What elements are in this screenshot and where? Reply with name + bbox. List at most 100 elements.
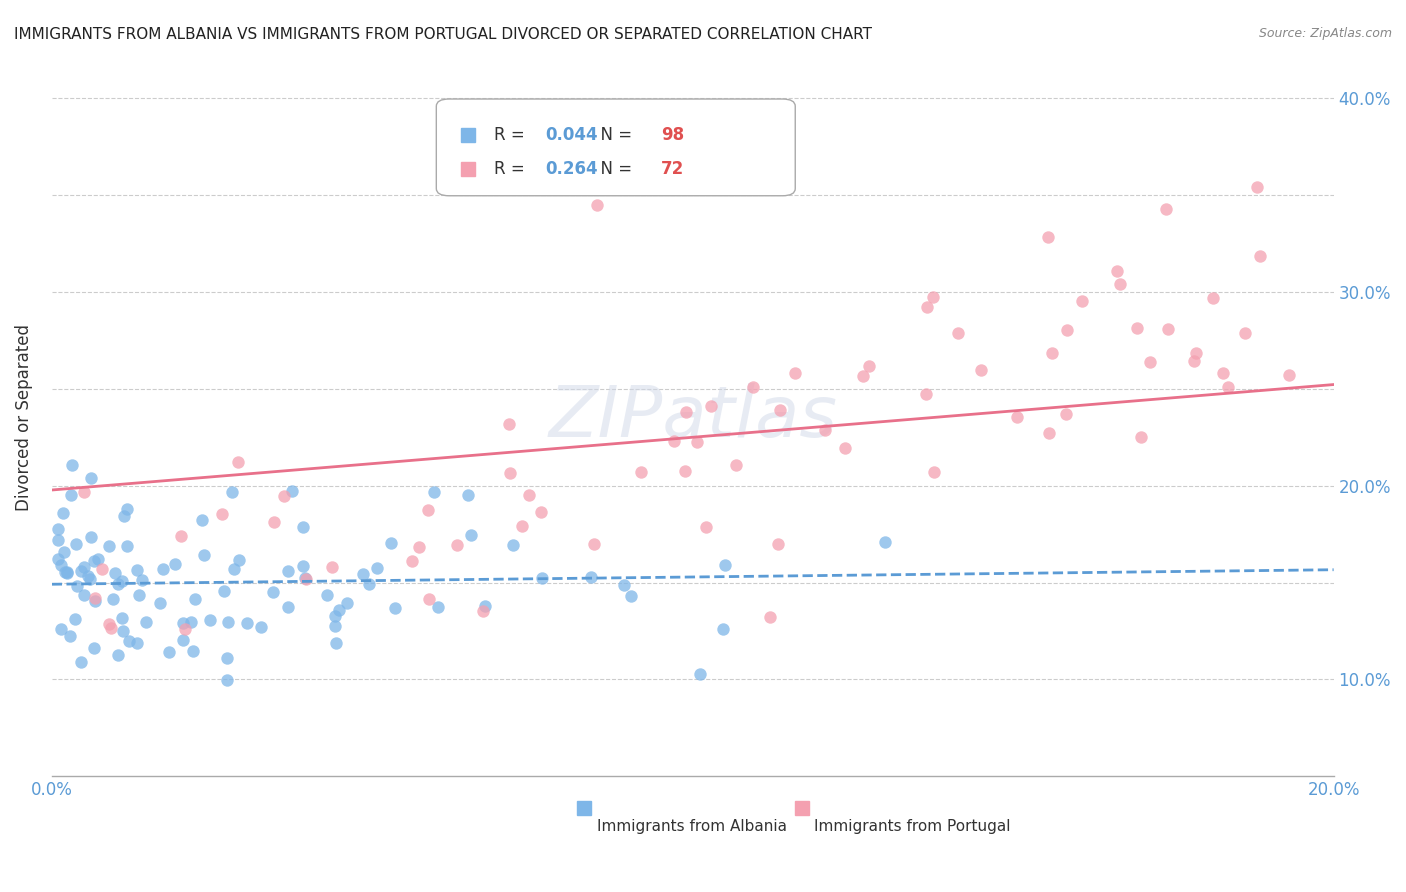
Point [1278,368,1301,383]
Text: 0.044: 0.044 [546,126,598,144]
Point [117,501,139,516]
Point [198,613,221,627]
Point [758,609,780,624]
Text: N =: N = [591,126,637,144]
Point [262,585,284,599]
Point [291,559,314,574]
Point [408,541,430,555]
Point [273,489,295,503]
Point [55,566,77,580]
Point [170,529,193,543]
Point [948,326,970,341]
Point [128,588,150,602]
Point [221,485,243,500]
Point [83,554,105,568]
Point [86,552,108,566]
Point [83,640,105,655]
Point [131,573,153,587]
Point [127,563,149,577]
Point [66,579,89,593]
Point [83,593,105,607]
Point [423,484,446,499]
Text: Immigrants from Portugal: Immigrants from Portugal [814,819,1011,834]
Point [686,434,709,449]
Point [1139,355,1161,369]
Point [673,464,696,478]
Point [315,588,337,602]
Point [474,599,496,614]
Point [135,615,157,629]
Point [107,576,129,591]
Point [157,645,180,659]
Point [352,566,374,581]
Point [149,596,172,610]
Point [359,577,381,591]
Y-axis label: Divorced or Separated: Divorced or Separated [15,325,32,511]
Point [73,484,96,499]
Point [1182,353,1205,368]
Point [875,535,897,549]
Point [502,538,524,552]
Point [83,591,105,606]
Point [100,621,122,635]
Point [101,592,124,607]
Point [295,572,318,586]
Point [55,565,77,579]
Point [769,402,792,417]
Point [65,537,87,551]
Point [922,465,945,479]
Text: R =: R = [494,126,530,144]
Point [852,369,875,384]
Point [630,465,652,479]
Point [80,530,103,544]
Point [263,516,285,530]
Point [152,562,174,576]
Point [583,537,606,551]
Point [834,441,856,455]
Point [281,484,304,499]
Point [380,536,402,550]
Point [1216,380,1239,394]
Point [59,488,82,502]
Text: R =: R = [494,160,530,178]
Point [585,198,607,212]
Point [172,615,194,630]
Point [530,571,553,585]
Point [112,508,135,523]
Point [53,565,76,579]
Point [292,520,315,534]
Point [277,600,299,615]
Point [619,589,641,603]
Point [48,522,70,536]
Point [125,636,148,650]
Point [53,545,76,559]
Point [325,635,347,649]
Text: 0.264: 0.264 [546,160,598,178]
Point [46,552,69,566]
Point [471,604,494,618]
Point [517,488,540,502]
Point [46,533,69,547]
Point [104,566,127,580]
Point [711,622,734,636]
Point [970,362,993,376]
Point [222,562,245,576]
Point [70,655,93,669]
Point [323,619,346,633]
Point [277,564,299,578]
Point [714,558,737,572]
Point [294,571,316,585]
Point [228,553,250,567]
Point [107,648,129,662]
Point [1038,425,1060,440]
Text: 98: 98 [661,126,683,144]
Point [1212,366,1234,380]
Point [65,612,87,626]
Point [1249,249,1271,263]
Point [914,387,936,401]
Point [724,458,747,472]
Point [110,611,132,625]
Point [579,569,602,583]
Point [118,634,141,648]
Point [328,603,350,617]
